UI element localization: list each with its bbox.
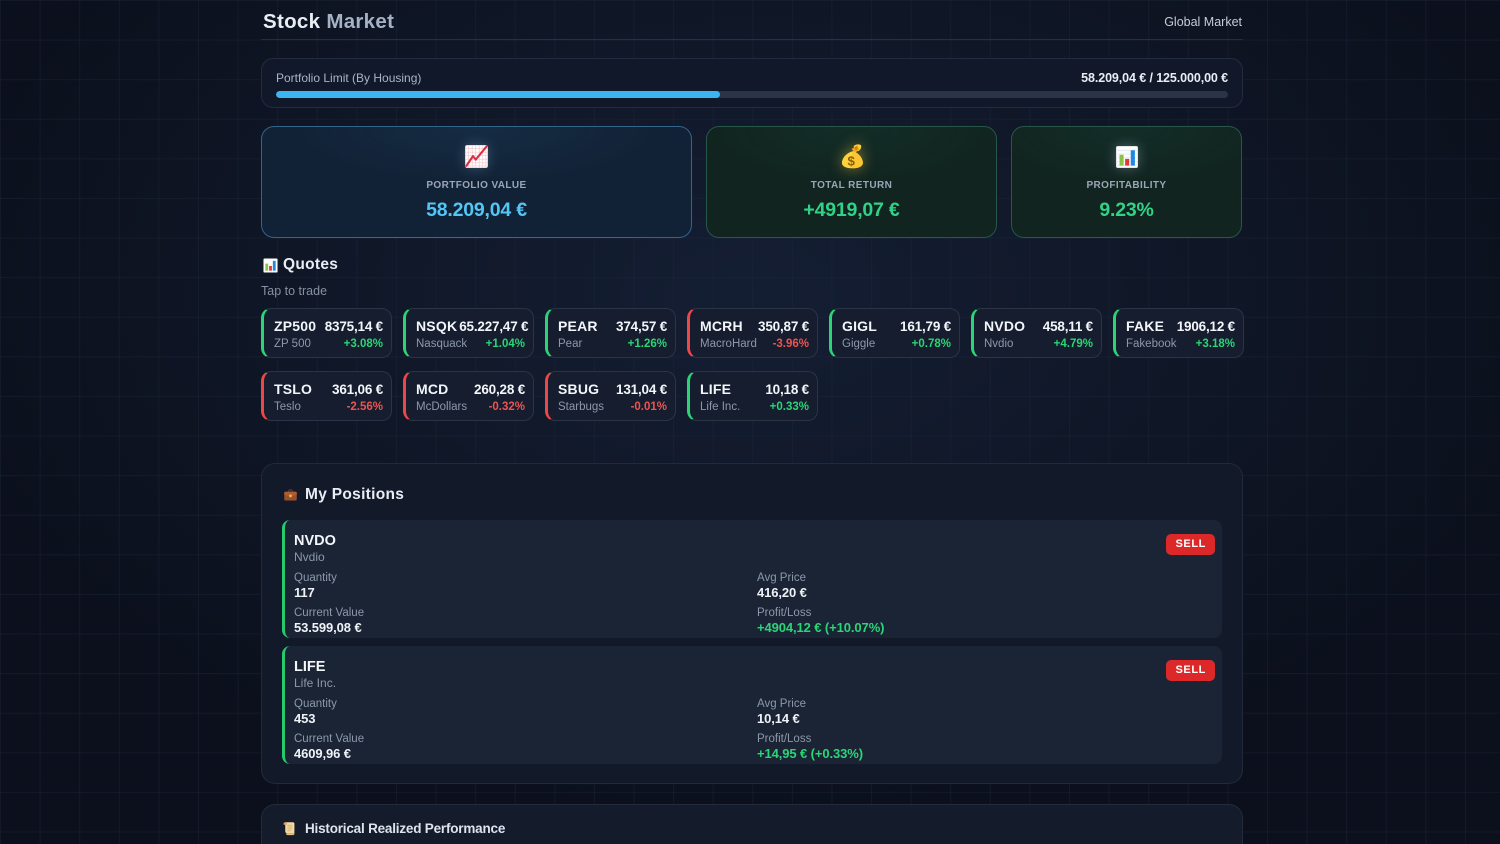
svg-text:$: $ (847, 153, 855, 168)
